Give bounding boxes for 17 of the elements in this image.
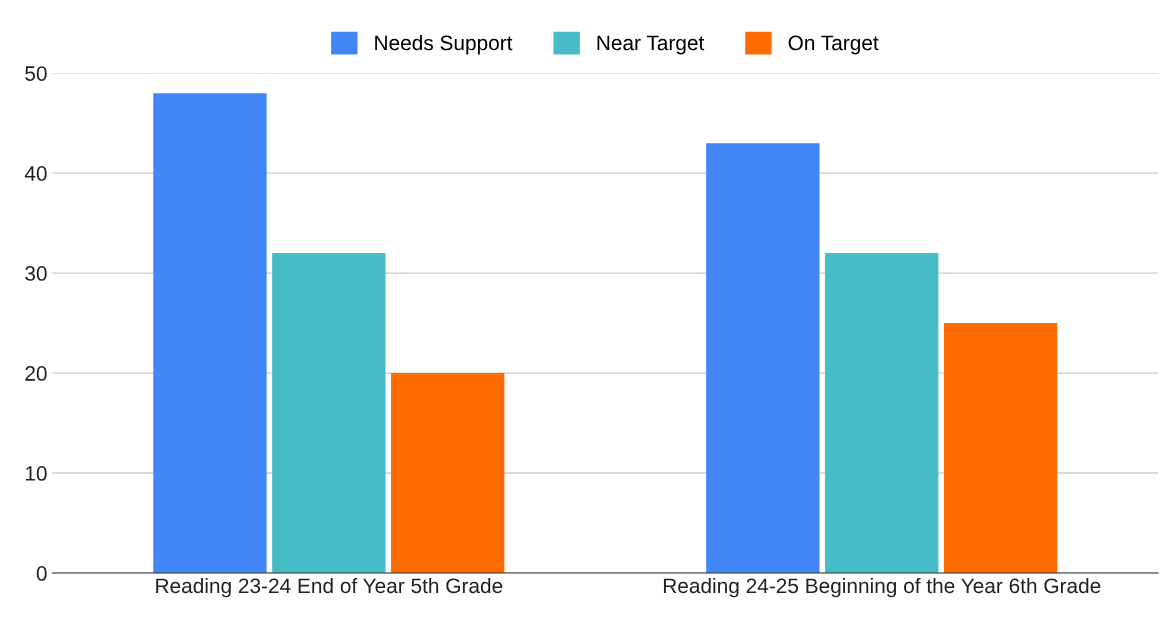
x-tick-label: Reading 24-25 Beginning of the Year 6th Grade [663, 577, 1101, 598]
legend-label: Near Target [597, 35, 705, 55]
bar [391, 373, 505, 574]
bar [272, 253, 386, 574]
bar [706, 143, 820, 574]
y-tick-label: 40 [24, 166, 47, 181]
bar [153, 93, 267, 574]
legend-label: On Target [788, 35, 879, 55]
bar [825, 253, 939, 574]
legend-label: Needs Support [375, 34, 513, 55]
y-tick-label: 0 [36, 566, 47, 581]
bar [943, 323, 1058, 574]
y-tick-label: 30 [25, 266, 47, 281]
y-tick-label: 20 [25, 366, 47, 381]
y-tick-label: 10 [25, 466, 47, 481]
x-tick-label: Reading 23-24 End of Year 5th Grade [156, 577, 503, 598]
y-tick-label: 50 [25, 66, 47, 81]
